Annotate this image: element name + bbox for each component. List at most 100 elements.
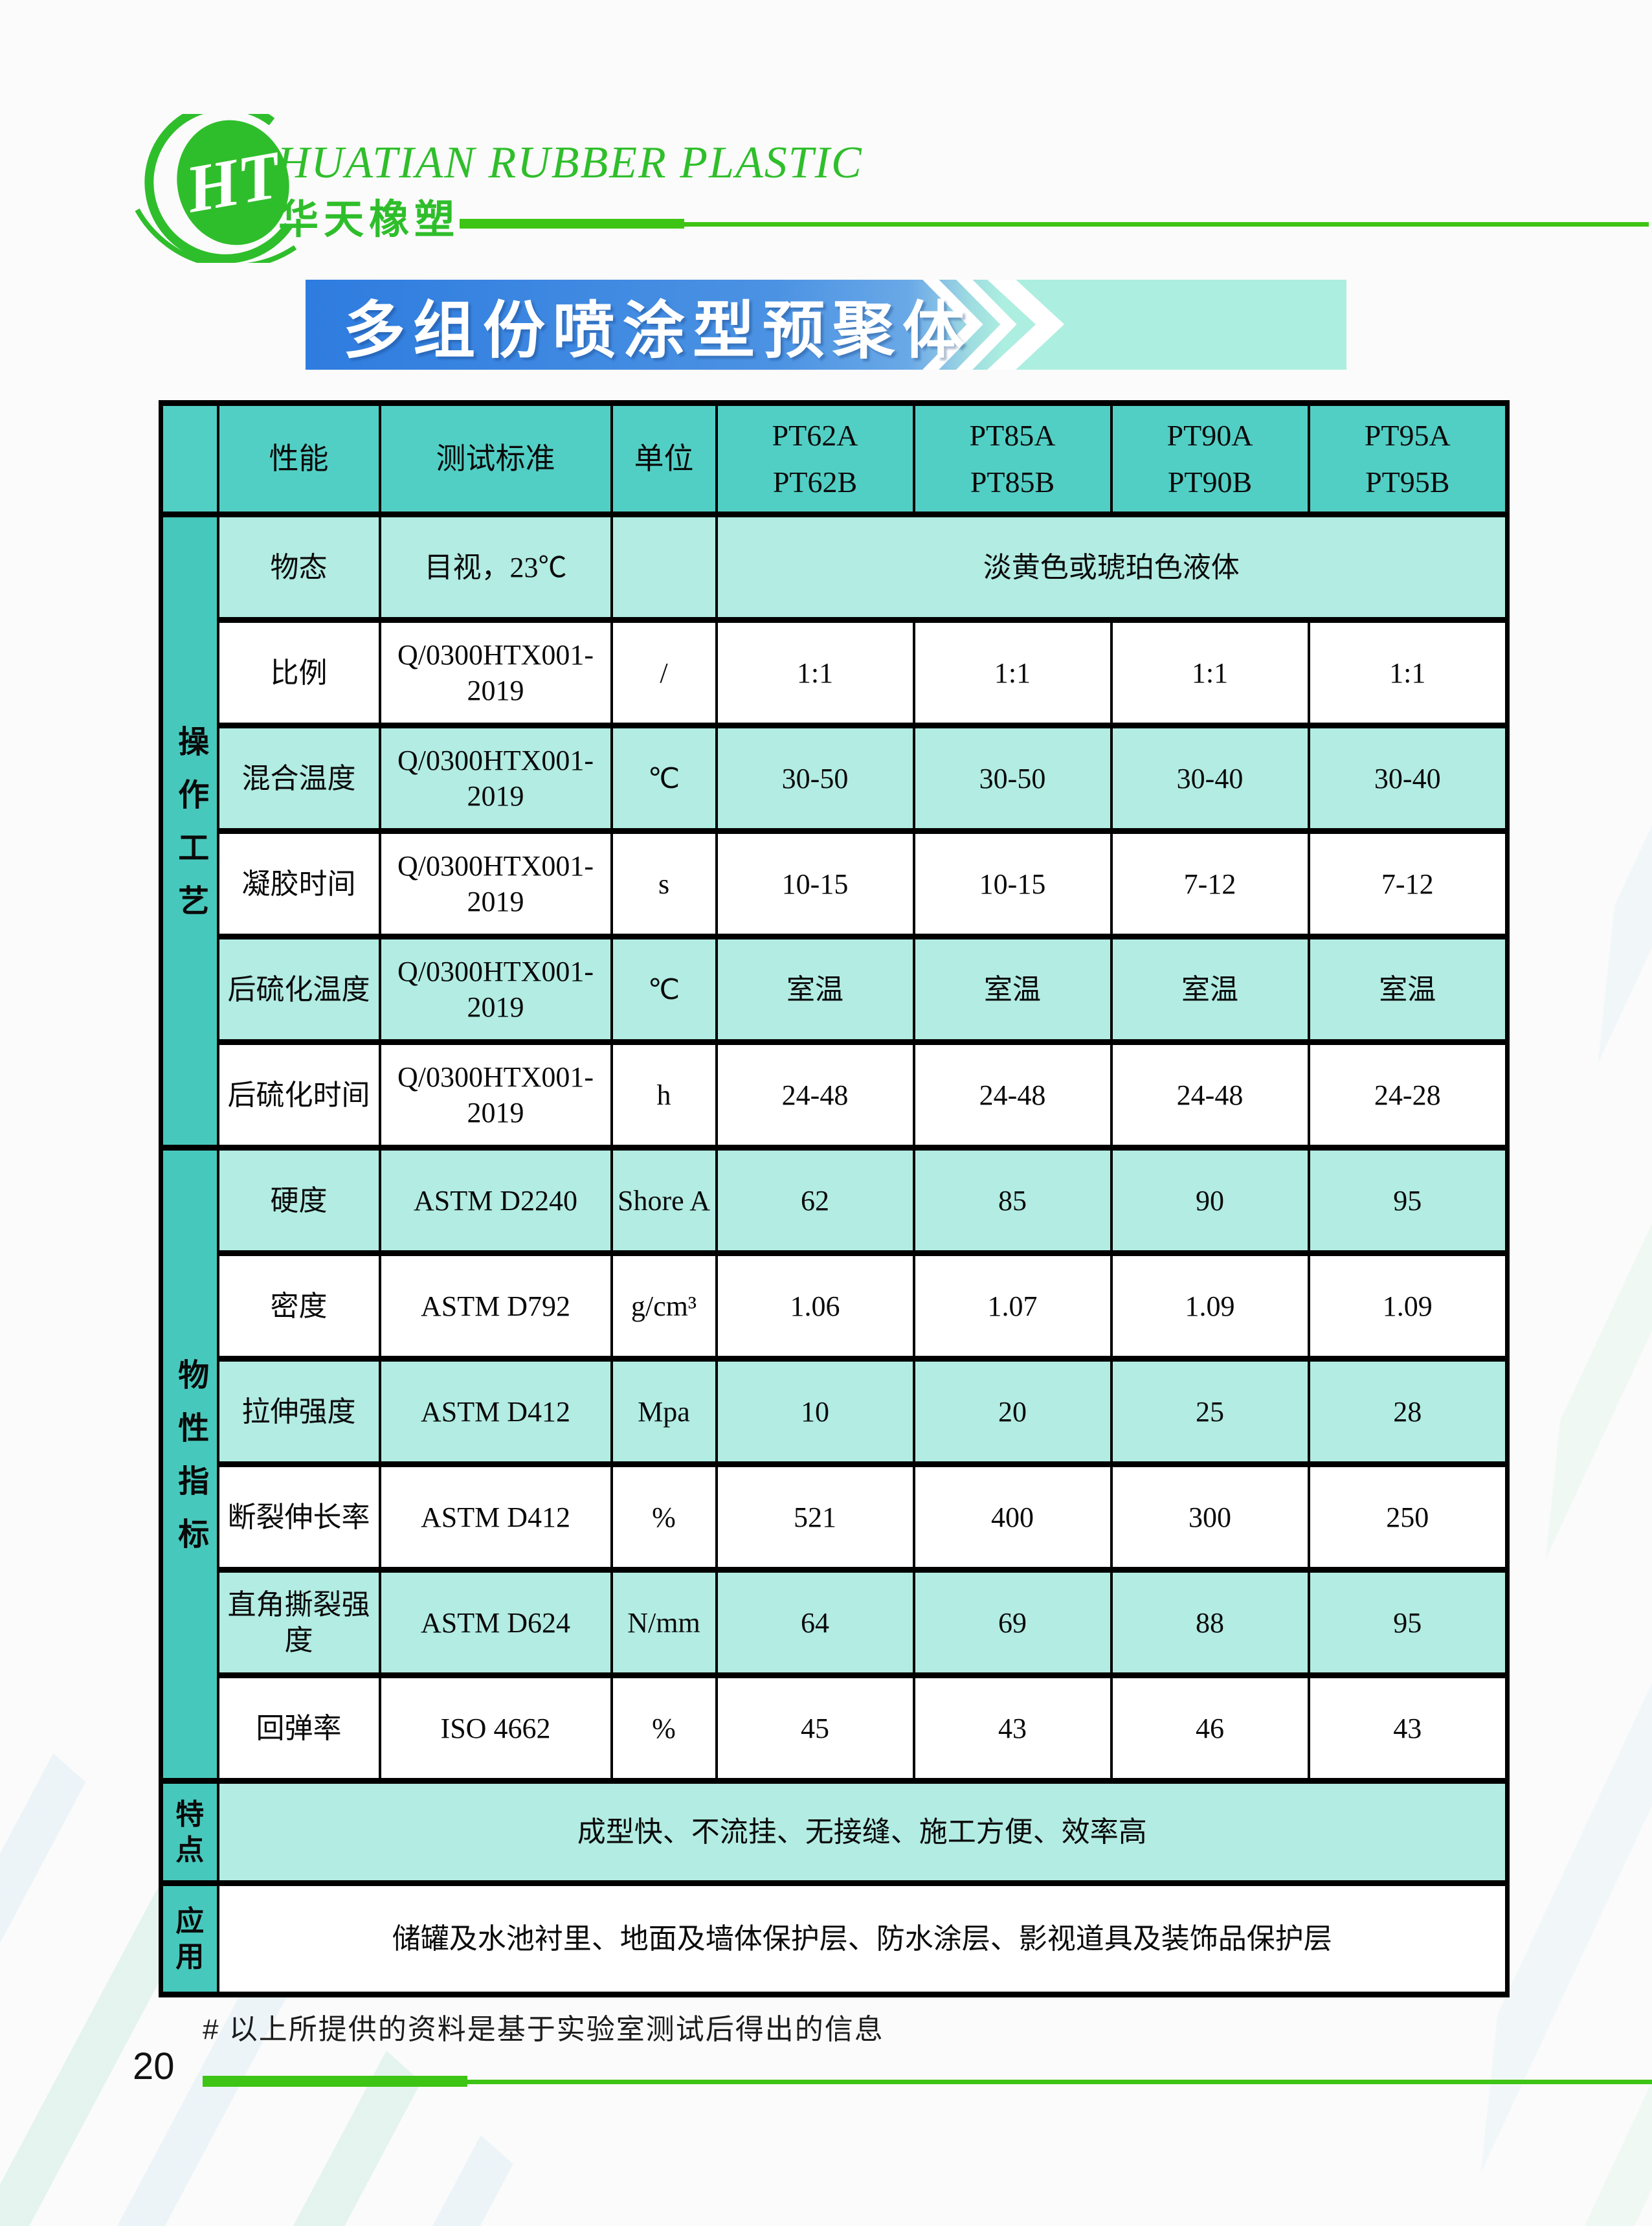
product-grade-a: PT85A: [969, 419, 1056, 452]
value-cell: 62: [715, 1145, 915, 1256]
value-cell: 1:1: [912, 617, 1113, 728]
standard-cell: ASTM D792: [378, 1250, 613, 1362]
footer-green-line: [467, 2080, 1652, 2084]
feature-content: 成型快、不流挂、无接缝、施工方便、效率高: [216, 1778, 1509, 1886]
header-product-pt90: PT90A PT90B: [1110, 400, 1310, 517]
table-row: 后硫化时间 Q/0300HTX001-2019 h 24-48 24-48 24…: [161, 1039, 1509, 1151]
value-cell: 400: [912, 1461, 1113, 1573]
unit-cell: h: [610, 1039, 718, 1151]
header-property: 性能: [216, 400, 381, 517]
standard-cell: ASTM D412: [378, 1356, 613, 1467]
value-cell: 7-12: [1110, 828, 1310, 939]
chevron-icon: [987, 280, 1065, 370]
unit-cell: s: [610, 828, 718, 939]
value-cell: 95: [1307, 1145, 1509, 1256]
group-label-process: 操作工艺: [159, 512, 219, 1151]
value-cell: 45: [715, 1672, 915, 1784]
unit-cell: %: [610, 1461, 718, 1573]
property-cell: 回弹率: [216, 1672, 381, 1784]
property-cell: 拉伸强度: [216, 1356, 381, 1467]
unit-cell: Shore A: [610, 1145, 718, 1256]
property-cell: 直角撕裂强度: [216, 1567, 381, 1678]
chevron-icon: [922, 280, 983, 370]
value-cell: 88: [1110, 1567, 1310, 1678]
value-cell: 30-50: [912, 723, 1113, 834]
page-title: 多组份喷涂型预聚体: [343, 296, 972, 365]
value-cell: 24-48: [1110, 1039, 1310, 1151]
value-cell: 1:1: [715, 617, 915, 728]
standard-cell: 目视，23℃: [378, 512, 613, 623]
table-row: 拉伸强度 ASTM D412 Mpa 10 20 25 28: [161, 1356, 1509, 1467]
property-cell: 比例: [216, 617, 381, 728]
unit-cell: Mpa: [610, 1356, 718, 1467]
value-cell: 1:1: [1307, 617, 1509, 728]
spec-table: 性能 测试标准 单位 PT62A PT62B PT85A PT85B PT90A…: [159, 400, 1510, 1997]
header-product-pt85: PT85A PT85B: [912, 400, 1113, 517]
chevron-icon: [956, 280, 1017, 370]
group-label-text: 物性指标: [173, 1358, 208, 1571]
value-cell: 30-50: [715, 723, 915, 834]
value-cell: 1.07: [912, 1250, 1113, 1362]
table-header-row: 性能 测试标准 单位 PT62A PT62B PT85A PT85B PT90A…: [159, 400, 1509, 517]
product-grade-a: PT62A: [772, 419, 858, 452]
property-cell: 硬度: [216, 1145, 381, 1256]
value-cell: 25: [1110, 1356, 1310, 1467]
table-row: 密度 ASTM D792 g/cm³ 1.06 1.07 1.09 1.09: [161, 1250, 1509, 1362]
property-cell: 混合温度: [216, 723, 381, 834]
value-cell: 10-15: [912, 828, 1113, 939]
standard-cell: Q/0300HTX001-2019: [378, 828, 613, 939]
standard-cell: ISO 4662: [378, 1672, 613, 1784]
application-row: 应用 储罐及水池衬里、地面及墙体保护层、防水涂层、影视道具及装饰品保护层: [159, 1880, 1509, 1997]
value-cell: 10-15: [715, 828, 915, 939]
value-cell: 250: [1307, 1461, 1509, 1573]
value-cell: 46: [1110, 1672, 1310, 1784]
brand-name-chinese: 华天橡塑: [278, 197, 460, 242]
standard-cell: ASTM D624: [378, 1567, 613, 1678]
header-unit: 单位: [610, 400, 718, 517]
header-product-pt95: PT95A PT95B: [1307, 400, 1509, 517]
value-cell: 95: [1307, 1567, 1509, 1678]
value-cell: 室温: [1307, 934, 1509, 1045]
merged-value-cell: 淡黄色或琥珀色液体: [715, 512, 1509, 623]
standard-cell: ASTM D2240: [378, 1145, 613, 1256]
table-row: 断裂伸长率 ASTM D412 % 521 400 300 250: [161, 1461, 1509, 1573]
value-cell: 24-28: [1307, 1039, 1509, 1151]
feature-label: 特点: [159, 1778, 219, 1886]
product-grade-a: PT95A: [1364, 419, 1451, 452]
title-banner: 多组份喷涂型预聚体: [306, 280, 1346, 370]
table-row: 混合温度 Q/0300HTX001-2019 ℃ 30-50 30-50 30-…: [161, 723, 1509, 834]
property-cell: 后硫化时间: [216, 1039, 381, 1151]
value-cell: 28: [1307, 1356, 1509, 1467]
table-row: 后硫化温度 Q/0300HTX001-2019 ℃ 室温 室温 室温 室温: [161, 934, 1509, 1045]
unit-cell: ℃: [610, 723, 718, 834]
standard-cell: Q/0300HTX001-2019: [378, 1039, 613, 1151]
banner-background: [306, 280, 1346, 370]
value-cell: 1:1: [1110, 617, 1310, 728]
value-cell: 300: [1110, 1461, 1310, 1573]
value-cell: 1.06: [715, 1250, 915, 1362]
value-cell: 1.09: [1307, 1250, 1509, 1362]
value-cell: 30-40: [1307, 723, 1509, 834]
standard-cell: Q/0300HTX001-2019: [378, 934, 613, 1045]
value-cell: 43: [1307, 1672, 1509, 1784]
value-cell: 室温: [715, 934, 915, 1045]
header-product-pt62: PT62A PT62B: [715, 400, 915, 517]
huatian-logo: HT: [135, 114, 297, 263]
table-row: 物性指标 硬度 ASTM D2240 Shore A 62 85 90 95: [159, 1145, 1509, 1784]
product-grade-b: PT90B: [1167, 465, 1253, 499]
property-cell: 密度: [216, 1250, 381, 1362]
product-grade-b: PT85B: [970, 465, 1055, 499]
logo-monogram: HT: [180, 137, 288, 227]
value-cell: 85: [912, 1145, 1113, 1256]
feature-row: 特点 成型快、不流挂、无接缝、施工方便、效率高: [159, 1778, 1509, 1886]
value-cell: 室温: [1110, 934, 1310, 1045]
group-label-physical: 物性指标: [159, 1145, 219, 1784]
footnote: # 以上所提供的资料是基于实验室测试后得出的信息: [203, 2014, 884, 2045]
footer-green-bar: [203, 2076, 467, 2087]
value-cell: 1.09: [1110, 1250, 1310, 1362]
unit-cell: %: [610, 1672, 718, 1784]
standard-cell: Q/0300HTX001-2019: [378, 617, 613, 728]
value-cell: 10: [715, 1356, 915, 1467]
unit-cell: N/mm: [610, 1567, 718, 1678]
unit-cell: ℃: [610, 934, 718, 1045]
